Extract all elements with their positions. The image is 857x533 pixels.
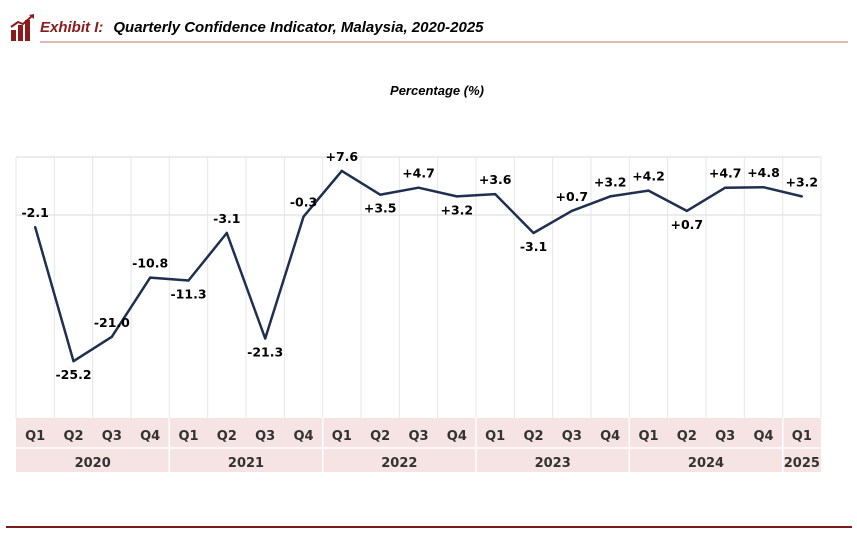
data-label: +3.2 <box>441 202 474 217</box>
data-label: -21.3 <box>247 345 283 360</box>
data-label: -2.1 <box>21 205 48 220</box>
data-label: -25.2 <box>55 367 91 382</box>
x-tick-label: Q1 <box>178 429 198 444</box>
exhibit-number: I: <box>94 19 104 36</box>
data-label: -10.8 <box>132 256 168 271</box>
x-tick-label: Q3 <box>715 429 735 444</box>
data-point <box>340 169 344 173</box>
data-label: -0.3 <box>290 195 317 210</box>
year-label: 2022 <box>381 456 417 471</box>
x-tick-label: Q2 <box>370 429 390 444</box>
x-tick-label: Q3 <box>562 429 582 444</box>
x-tick-label: Q4 <box>753 429 773 444</box>
year-label: 2023 <box>535 456 571 471</box>
x-tick-label: Q4 <box>600 429 620 444</box>
data-point <box>762 185 765 189</box>
data-label: +3.5 <box>364 201 397 216</box>
chart-title: Percentage (%) <box>390 83 484 98</box>
data-point <box>493 192 497 196</box>
data-label: +4.7 <box>709 166 742 181</box>
data-label: -11.3 <box>170 287 206 302</box>
data-label: +3.2 <box>786 174 819 189</box>
data-point <box>455 195 459 198</box>
data-point <box>110 335 114 338</box>
data-label: +3.6 <box>479 172 512 187</box>
axis-band <box>16 418 821 472</box>
year-label: 2020 <box>75 456 111 471</box>
x-tick-label: Q3 <box>102 429 122 444</box>
data-label: -21.0 <box>94 315 130 330</box>
x-tick-label: Q2 <box>63 429 83 444</box>
exhibit-label: Exhibit <box>40 19 91 36</box>
data-point <box>225 231 229 235</box>
data-label: +0.7 <box>671 217 704 232</box>
data-point <box>608 195 612 198</box>
data-label: +7.6 <box>326 149 359 164</box>
x-tick-label: Q4 <box>447 429 467 444</box>
x-tick-label: Q2 <box>677 429 697 444</box>
x-tick-label: Q1 <box>638 429 658 444</box>
chart-title-text: Quarterly Confidence Indicator, Malaysia… <box>113 19 484 36</box>
data-point <box>33 225 37 229</box>
data-point <box>647 189 650 192</box>
x-tick-label: Q1 <box>792 429 812 444</box>
data-point <box>263 337 267 340</box>
data-point <box>148 276 152 279</box>
x-tick-label: Q3 <box>408 429 428 444</box>
data-label: +4.8 <box>747 165 780 180</box>
exhibit-header: Exhibit I: Quarterly Confidence Indicator… <box>8 12 848 44</box>
x-tick-label: Q2 <box>523 429 543 444</box>
data-point <box>72 359 75 363</box>
x-tick-label: Q1 <box>485 429 505 444</box>
x-tick-label: Q1 <box>25 429 45 444</box>
x-tick-label: Q1 <box>332 429 352 444</box>
data-point <box>302 215 305 218</box>
data-label: +4.2 <box>632 169 665 184</box>
footer-divider <box>6 526 852 528</box>
x-tick-label: Q4 <box>140 429 160 444</box>
bar-chart-logo-icon <box>10 14 34 41</box>
line-chart: Percentage (%) Q1 Q2 Q3 Q4 Q1 Q2 Q3 Q4 Q1 Q2 Q3 Q4 Q1… <box>15 83 822 472</box>
data-point <box>187 279 190 282</box>
year-label: 2025 <box>784 456 820 471</box>
x-tick-label: Q2 <box>217 429 237 444</box>
data-label: -3.1 <box>213 211 240 226</box>
year-label: 2021 <box>228 456 264 471</box>
data-point <box>723 186 727 189</box>
data-point <box>570 209 574 213</box>
x-tick-label: Q4 <box>293 429 313 444</box>
data-label: +3.2 <box>594 174 627 189</box>
data-point <box>532 231 535 235</box>
data-label: +4.7 <box>402 166 435 181</box>
year-label: 2024 <box>688 456 724 471</box>
data-point <box>378 193 382 196</box>
data-point <box>417 186 420 189</box>
data-label: +0.7 <box>556 189 589 204</box>
data-point <box>800 195 804 198</box>
exhibit-title: Exhibit I: Quarterly Confidence Indicator… <box>40 19 484 36</box>
data-point <box>685 209 689 213</box>
header-divider <box>40 41 848 43</box>
x-tick-label: Q3 <box>255 429 275 444</box>
data-label: -3.1 <box>520 239 547 254</box>
